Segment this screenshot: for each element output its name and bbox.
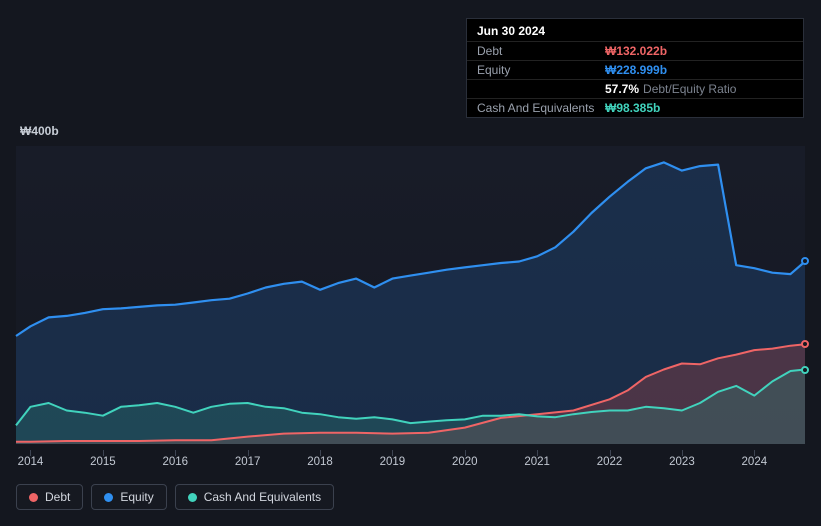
tooltip-row-value: ₩98.385b [605,102,660,114]
xaxis-label: 2016 [162,456,188,468]
chart-tooltip: Jun 30 2024 Debt₩132.022bEquity₩228.999b… [466,18,804,118]
xaxis-label: 2018 [307,456,333,468]
tooltip-row-value: 57.7% [605,83,639,95]
legend-swatch [29,493,38,502]
tooltip-row: Debt₩132.022b [467,41,803,60]
legend-item[interactable]: Equity [91,484,166,510]
yaxis-label-top: ₩400b [20,124,59,138]
chart-svg [16,146,805,444]
hover-marker [801,366,809,374]
xaxis-label: 2024 [742,456,768,468]
legend-item[interactable]: Debt [16,484,83,510]
tooltip-row-label: Debt [477,45,605,57]
xaxis-label: 2014 [18,456,44,468]
hover-marker [801,257,809,265]
xaxis-label: 2021 [524,456,550,468]
legend-swatch [104,493,113,502]
tooltip-row: Cash And Equivalents₩98.385b [467,98,803,117]
xaxis-label: 2015 [90,456,116,468]
legend-item[interactable]: Cash And Equivalents [175,484,334,510]
xaxis-label: 2020 [452,456,478,468]
tooltip-row-value: ₩132.022b [605,45,667,57]
legend-label: Cash And Equivalents [204,490,321,504]
xaxis-label: 2023 [669,456,695,468]
tooltip-row: 57.7% Debt/Equity Ratio [467,79,803,98]
xaxis-label: 2022 [597,456,623,468]
tooltip-row-suffix: Debt/Equity Ratio [643,83,736,95]
tooltip-row-value: ₩228.999b [605,64,667,76]
chart-plot-area[interactable] [16,146,805,444]
hover-marker [801,340,809,348]
tooltip-row-label: Cash And Equivalents [477,102,605,114]
tooltip-date: Jun 30 2024 [467,19,803,41]
xaxis-label: 2017 [235,456,261,468]
legend-label: Equity [120,490,153,504]
tooltip-row: Equity₩228.999b [467,60,803,79]
tooltip-row-label [477,83,605,95]
legend-swatch [188,493,197,502]
chart-xaxis: 2014 2015 2016 2017 2018 2019 2020 2021 2022 2023… [16,450,805,470]
chart-legend: Debt Equity Cash And Equivalents [16,484,334,510]
xaxis-label: 2019 [380,456,406,468]
tooltip-row-label: Equity [477,64,605,76]
legend-label: Debt [45,490,70,504]
